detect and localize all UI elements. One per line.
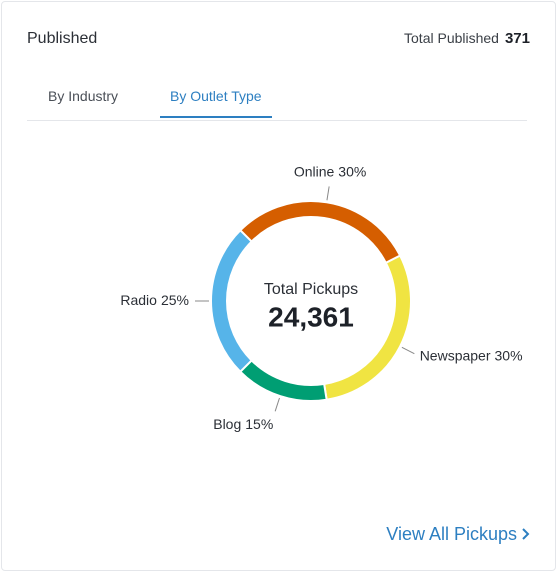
segment-label: Radio 25%	[120, 292, 189, 308]
leader-line	[326, 186, 330, 201]
segment-label: Blog 15%	[213, 416, 273, 432]
center-label: Total Pickups	[264, 281, 358, 298]
leader-line	[274, 397, 280, 412]
value-label: 30%	[495, 347, 523, 363]
category-name: Blog	[213, 416, 241, 432]
center-value: 24,361	[268, 301, 354, 332]
donut-segment	[210, 228, 254, 374]
tab-active[interactable]: By Outlet Type	[160, 88, 272, 118]
tab-bar: By Industry By Outlet Type	[27, 78, 527, 121]
chevron-icon[interactable]	[521, 527, 531, 541]
value-label: 25%	[161, 292, 189, 308]
link-text[interactable]: View All Pickups	[386, 524, 517, 544]
total-label: Total Published	[404, 30, 499, 46]
total-value: 371	[504, 30, 530, 47]
total-published: Total Published 371	[404, 30, 530, 47]
category-name: Online	[294, 163, 335, 179]
category-name: Radio	[120, 292, 157, 308]
card-title: Published	[27, 30, 98, 47]
leader-line	[401, 346, 415, 355]
view-all-link[interactable]: View All Pickups	[386, 524, 530, 545]
donut-segment	[238, 200, 402, 265]
tab[interactable]: By Industry	[48, 88, 119, 104]
category-name: Newspaper	[420, 347, 491, 363]
donut-segment	[238, 358, 328, 402]
segment-label: Newspaper 30%	[420, 347, 523, 363]
value-label: 30%	[338, 163, 366, 179]
value-label: 15%	[245, 416, 273, 432]
segment-label: Online 30%	[294, 163, 367, 179]
